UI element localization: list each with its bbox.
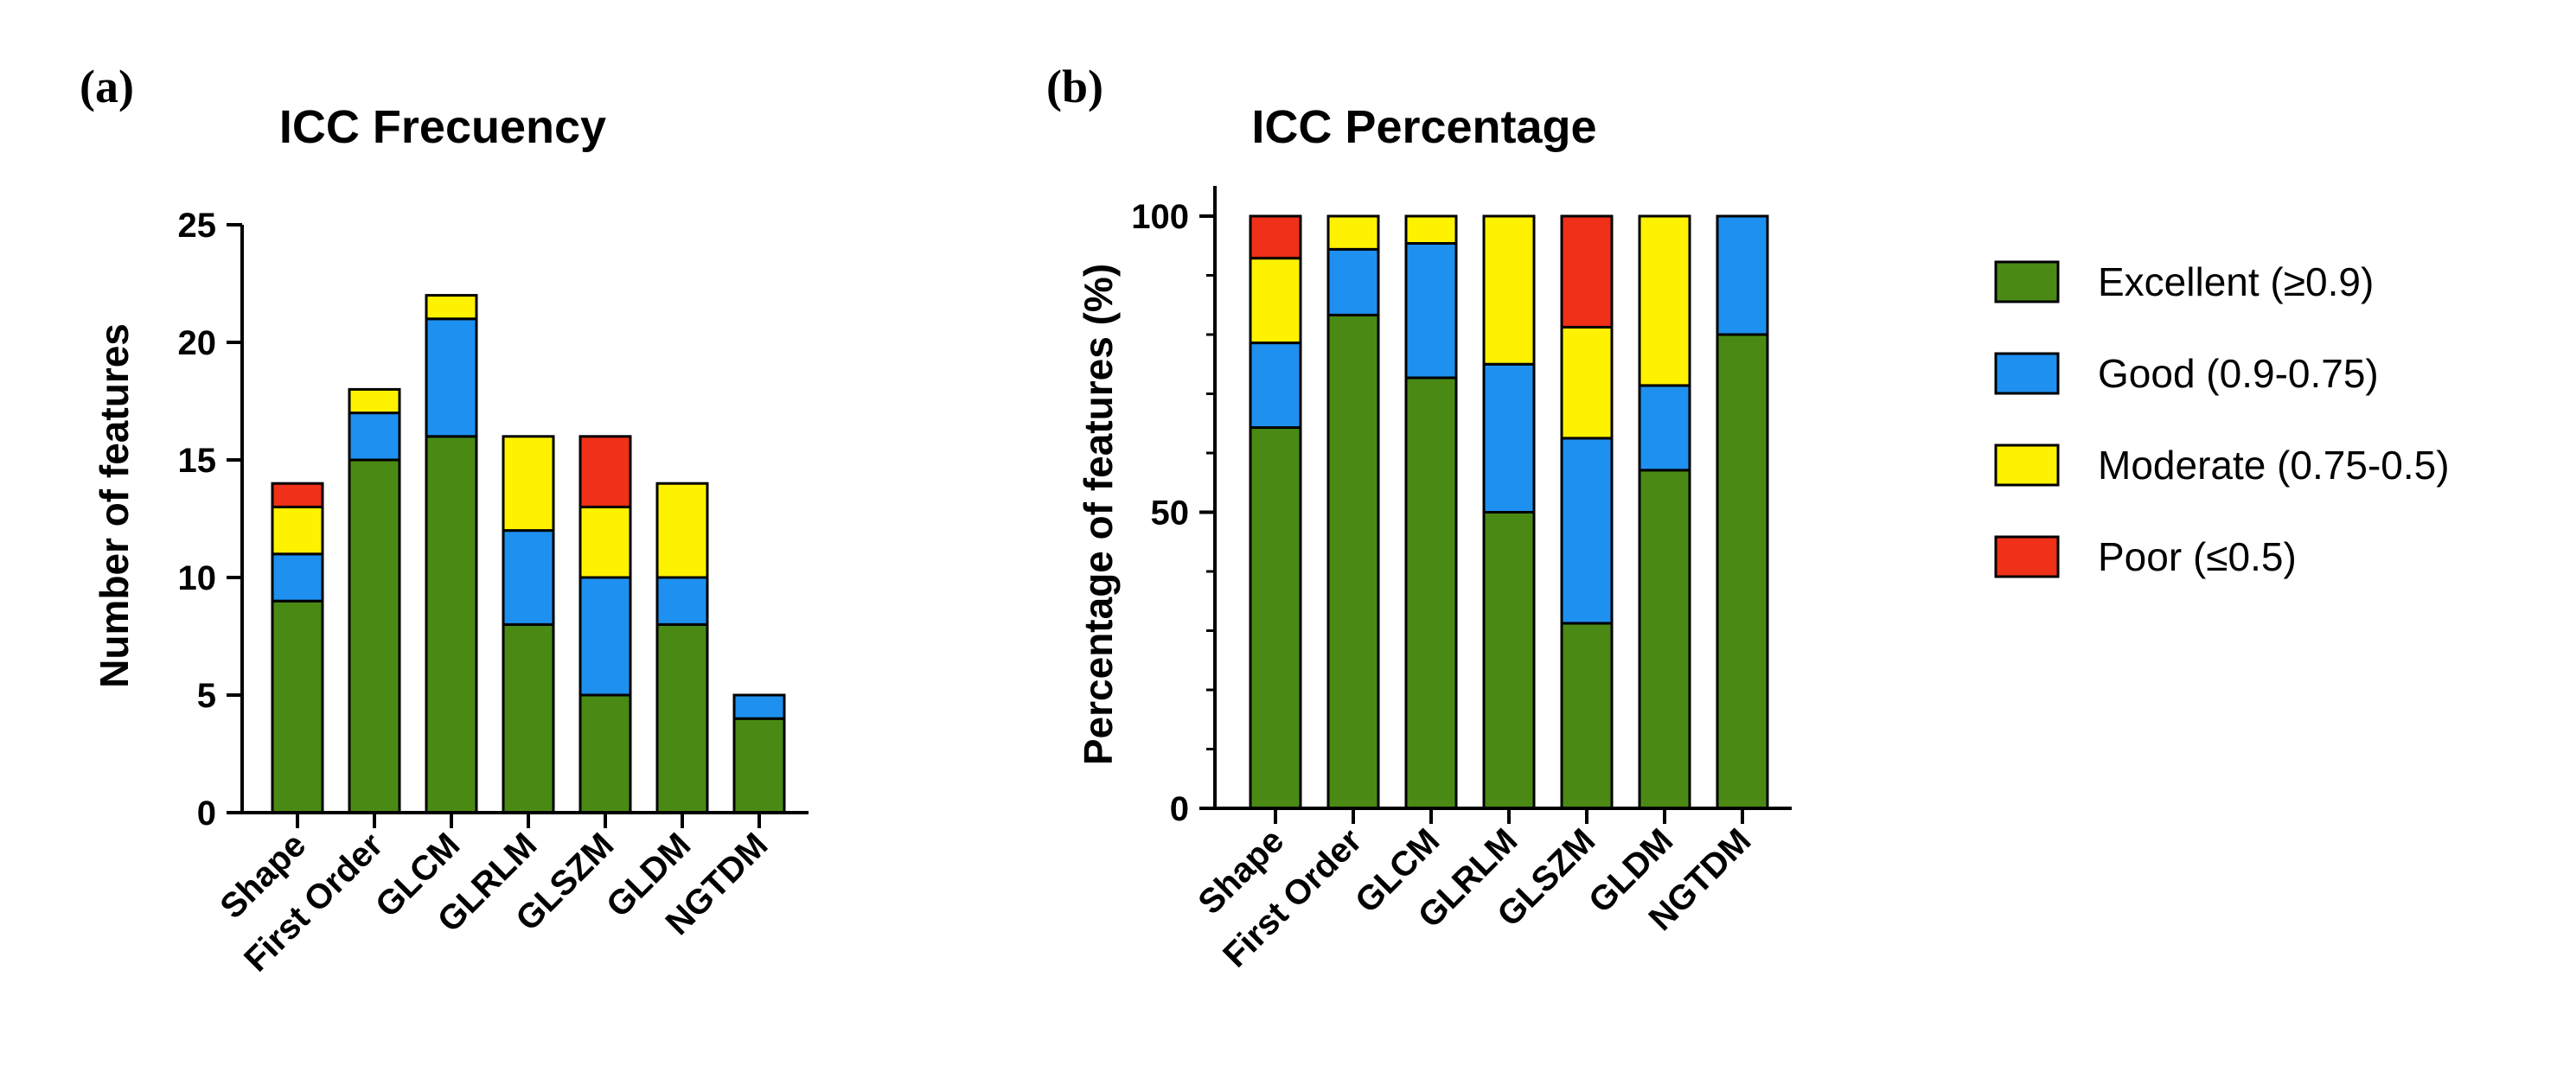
bar-first-order-good: [1326, 247, 1380, 316]
legend-item-poor: Poor (≤0.5): [1994, 534, 2297, 579]
legend-label-moderate: Moderate (0.75-0.5): [2098, 443, 2450, 488]
panel-b-bars: [1249, 214, 1769, 810]
bar-glrlm-moderate: [502, 435, 555, 533]
bar-shape-moderate: [1249, 257, 1302, 345]
panel-a-label: (a): [80, 61, 134, 112]
bar-glszm-good: [578, 576, 632, 697]
bar-glszm-poor: [578, 435, 632, 508]
bar-glszm-good: [1560, 437, 1614, 625]
bar-glrlm-good: [1482, 362, 1536, 514]
bar-glszm-excellent: [578, 693, 632, 814]
bar-first-order-excellent: [1326, 313, 1380, 810]
bar-ngtdm-good: [732, 693, 786, 720]
panel-b-chart: (b) ICC Percentage Percentage of feature…: [1046, 61, 1792, 975]
bar-shape-excellent: [1249, 426, 1302, 810]
bar-first-order-moderate: [1326, 214, 1380, 251]
bar-glcm-good: [1404, 242, 1458, 380]
y-tick-label: 5: [197, 677, 216, 715]
bar-shape-excellent: [271, 599, 324, 814]
bar-gldm-moderate: [1638, 214, 1691, 387]
legend-label-good: Good (0.9-0.75): [2098, 351, 2379, 396]
bar-shape-good: [1249, 341, 1302, 430]
legend-label-poor: Poor (≤0.5): [2098, 534, 2297, 579]
bar-first-order-good: [348, 412, 401, 462]
y-tick-label: 0: [1170, 790, 1189, 828]
bar-gldm-excellent: [1638, 469, 1691, 810]
legend-item-good: Good (0.9-0.75): [1994, 351, 2379, 396]
bar-glcm-good: [425, 317, 478, 438]
bar-first-order-moderate: [348, 387, 401, 415]
bar-glrlm-excellent: [1482, 511, 1536, 810]
legend-swatch-poor: [1994, 535, 2060, 578]
bar-glrlm-excellent: [502, 622, 555, 814]
bar-glszm-excellent: [1560, 622, 1614, 810]
y-tick-label: 20: [178, 324, 217, 362]
bar-gldm-excellent: [655, 622, 709, 814]
bar-shape-poor: [1249, 214, 1302, 260]
bar-shape-poor: [271, 482, 324, 508]
bar-ngtdm-excellent: [1716, 333, 1769, 810]
bar-glcm-excellent: [425, 435, 478, 814]
panel-a-chart: (a) ICC Frecuency Number of features 0 5 1…: [80, 61, 809, 979]
legend-item-moderate: Moderate (0.75-0.5): [1994, 443, 2450, 488]
bar-glrlm-moderate: [1482, 214, 1536, 366]
bar-glcm-moderate: [1404, 214, 1458, 246]
y-tick-label: 15: [178, 442, 217, 480]
legend-swatch-good: [1994, 352, 2060, 395]
y-tick-label: 25: [178, 207, 217, 245]
panel-a-y-axis-label: Number of features: [92, 323, 137, 688]
bar-ngtdm-good: [1716, 214, 1769, 336]
bar-glrlm-good: [502, 529, 555, 626]
bar-glszm-moderate: [578, 505, 632, 579]
bar-shape-moderate: [271, 505, 324, 556]
legend: Excellent (≥0.9) Good (0.9-0.75) Moderat…: [1994, 259, 2450, 579]
bar-gldm-good: [1638, 384, 1691, 472]
panel-b-y-axis-label: Percentage of features (%): [1076, 264, 1121, 765]
y-tick-label: 100: [1131, 198, 1189, 236]
bar-ngtdm-excellent: [732, 717, 786, 814]
bar-shape-good: [271, 552, 324, 603]
y-tick-label: 0: [197, 794, 216, 833]
bar-glcm-moderate: [425, 294, 478, 321]
panel-a-title: ICC Frecuency: [279, 101, 606, 153]
bar-gldm-moderate: [655, 482, 709, 579]
panel-b-label: (b): [1046, 61, 1103, 112]
legend-swatch-excellent: [1994, 260, 2060, 303]
panel-a-bars: [271, 294, 786, 814]
panel-b-title: ICC Percentage: [1251, 101, 1596, 153]
bar-glszm-moderate: [1560, 325, 1614, 440]
legend-label-excellent: Excellent (≥0.9): [2098, 259, 2374, 304]
legend-item-excellent: Excellent (≥0.9): [1994, 259, 2374, 304]
bar-glszm-poor: [1560, 214, 1614, 329]
bar-first-order-excellent: [348, 458, 401, 814]
y-tick-label: 50: [1151, 495, 1190, 533]
bar-gldm-good: [655, 576, 709, 626]
legend-swatch-moderate: [1994, 443, 2060, 487]
y-tick-label: 10: [178, 559, 217, 597]
bar-glcm-excellent: [1404, 376, 1458, 810]
